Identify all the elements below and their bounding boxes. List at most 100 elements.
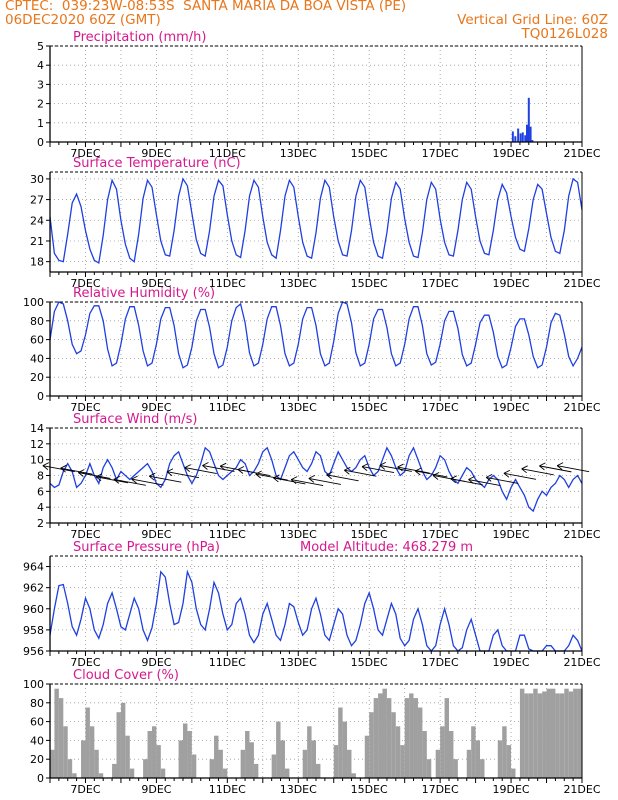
panel5-ytick-label: 960 bbox=[23, 603, 44, 616]
panel6-xtick-label: 9DEC bbox=[141, 783, 171, 796]
panel5-line bbox=[49, 569, 583, 653]
panel4-wind-barb bbox=[308, 474, 341, 485]
panel6-cloud-bar bbox=[280, 740, 285, 778]
panel6-cloud-bar bbox=[413, 698, 418, 778]
panel4-wind-barb bbox=[326, 471, 359, 482]
panel1-bar bbox=[531, 140, 534, 142]
panel6-cloud-bar bbox=[444, 698, 449, 778]
panel6-cloud-bar bbox=[116, 712, 121, 778]
panel2-xtick-label: 21DEC bbox=[563, 277, 600, 290]
panel2-xtick-label: 9DEC bbox=[141, 277, 171, 290]
panel6-xtick-label: 13DEC bbox=[280, 783, 317, 796]
panel6-cloud-bar bbox=[307, 726, 312, 778]
panel6-cloud-bar bbox=[54, 688, 59, 778]
panel6-cloud-bar bbox=[422, 731, 427, 778]
panel4-wind-barb bbox=[521, 465, 554, 476]
panel1-xtick-label: 9DEC bbox=[141, 147, 171, 160]
panel6-ytick-label: 20 bbox=[30, 753, 44, 766]
panel4-xtick-label: 17DEC bbox=[422, 528, 459, 541]
panel5-ytick-label: 962 bbox=[23, 582, 44, 595]
panel6-cloud-bar bbox=[453, 759, 458, 778]
panel6-cloud-bar bbox=[156, 745, 161, 778]
panel4-ytick-label: 14 bbox=[30, 422, 44, 435]
panel1-xtick-label: 19DEC bbox=[493, 147, 530, 160]
panel6-cloud-bar bbox=[112, 763, 117, 778]
panel4-wind-barb bbox=[60, 464, 93, 475]
panel3-xtick-label: 13DEC bbox=[280, 401, 317, 414]
panel2-ytick-label: 21 bbox=[30, 235, 44, 248]
panel4-ytick-label: 8 bbox=[37, 470, 44, 483]
panel2-ytick-label: 27 bbox=[30, 194, 44, 207]
panel2-ytick-label: 30 bbox=[30, 173, 44, 186]
panel6-cloud-bar bbox=[382, 688, 387, 778]
panel6-cloud-bar bbox=[546, 688, 551, 778]
panel6-cloud-bar bbox=[506, 745, 512, 778]
panel3-xtick-label: 15DEC bbox=[351, 401, 388, 414]
panel3-xtick-label: 9DEC bbox=[141, 401, 171, 414]
panel6-cloud-bar bbox=[386, 698, 392, 778]
panel1-ytick-label: 5 bbox=[37, 40, 44, 53]
panel6-cloud-bar bbox=[502, 726, 507, 778]
panel1-bar bbox=[524, 135, 527, 142]
panel4-ytick-label: 4 bbox=[37, 501, 44, 514]
panel3-ytick-label: 100 bbox=[23, 296, 44, 309]
panel6-cloud-bar bbox=[276, 721, 281, 778]
panel5-ytick-label: 958 bbox=[23, 624, 44, 637]
panel1-bar bbox=[517, 128, 520, 142]
panel6-cloud-bar bbox=[542, 691, 547, 778]
panel1-bar bbox=[514, 136, 517, 142]
panel6-cloud-bar bbox=[417, 707, 423, 778]
panel6-cloud-bar bbox=[81, 740, 86, 778]
panel6-cloud-bar bbox=[426, 759, 432, 778]
panel6-title: Cloud Cover (%) bbox=[73, 668, 179, 683]
panel6-cloud-bar bbox=[369, 712, 374, 778]
panel4-xtick-label: 21DEC bbox=[563, 528, 600, 541]
panel3-title: Relative Humidity (%) bbox=[73, 286, 215, 301]
panel6-cloud-bar bbox=[302, 749, 308, 778]
panel6-cloud-bar bbox=[550, 688, 556, 778]
panel2-line bbox=[49, 177, 583, 265]
panel6-ytick-label: 40 bbox=[30, 734, 44, 747]
panel2-xtick-label: 19DEC bbox=[493, 277, 530, 290]
panel4-wind-barb bbox=[95, 473, 129, 484]
panel3-ytick-label: 0 bbox=[37, 390, 44, 403]
vertical-grid-info: Vertical Grid Line: 60Z bbox=[457, 12, 608, 28]
panel6-cloud-bar bbox=[151, 726, 157, 778]
panel6-cloud-bar bbox=[94, 749, 99, 778]
panel1-bar bbox=[511, 131, 514, 142]
panel4-wind-barb bbox=[414, 467, 448, 478]
panel6-cloud-bar bbox=[178, 740, 183, 778]
panel3-xtick-label: 21DEC bbox=[563, 401, 600, 414]
panel6-cloud-bar bbox=[577, 688, 582, 778]
panel1-xtick-label: 11DEC bbox=[209, 147, 246, 160]
panel6-cloud-bar bbox=[191, 754, 197, 778]
panel2-ytick-label: 24 bbox=[30, 214, 44, 227]
panel1-xtick-label: 17DEC bbox=[422, 147, 459, 160]
panel2-xtick-label: 13DEC bbox=[280, 277, 317, 290]
panel4-wind-barb bbox=[539, 462, 572, 473]
panel6-cloud-bar bbox=[497, 740, 503, 778]
panel5-xtick-label: 15DEC bbox=[351, 656, 388, 669]
panel6-ytick-label: 60 bbox=[30, 716, 44, 729]
panel6-xtick-label: 21DEC bbox=[563, 783, 600, 796]
panel1-ytick-label: 0 bbox=[37, 136, 44, 149]
panel1-title: Precipitation (mm/h) bbox=[73, 30, 206, 45]
panel5-xtick-label: 17DEC bbox=[422, 656, 459, 669]
panel6-cloud-bar bbox=[555, 693, 560, 778]
panel1-ytick-label: 3 bbox=[37, 78, 44, 91]
panel6-cloud-bar bbox=[218, 749, 223, 778]
panel1-bar bbox=[519, 133, 522, 142]
panel6-cloud-bar bbox=[143, 759, 148, 778]
panel2-ytick-label: 18 bbox=[30, 256, 44, 269]
panel6-cloud-bar bbox=[222, 768, 228, 778]
panel6-cloud-bar bbox=[147, 731, 152, 778]
panel6-cloud-bar bbox=[249, 742, 254, 778]
panel6-cloud-bar bbox=[214, 735, 219, 778]
panel6-cloud-bar bbox=[245, 731, 250, 778]
panel1-xtick-label: 7DEC bbox=[70, 147, 100, 160]
panel4-ytick-label: 10 bbox=[30, 454, 44, 467]
panel6-cloud-bar bbox=[511, 768, 516, 778]
panel4-wind-barb bbox=[379, 461, 412, 472]
panel6-cloud-bar bbox=[519, 688, 525, 778]
